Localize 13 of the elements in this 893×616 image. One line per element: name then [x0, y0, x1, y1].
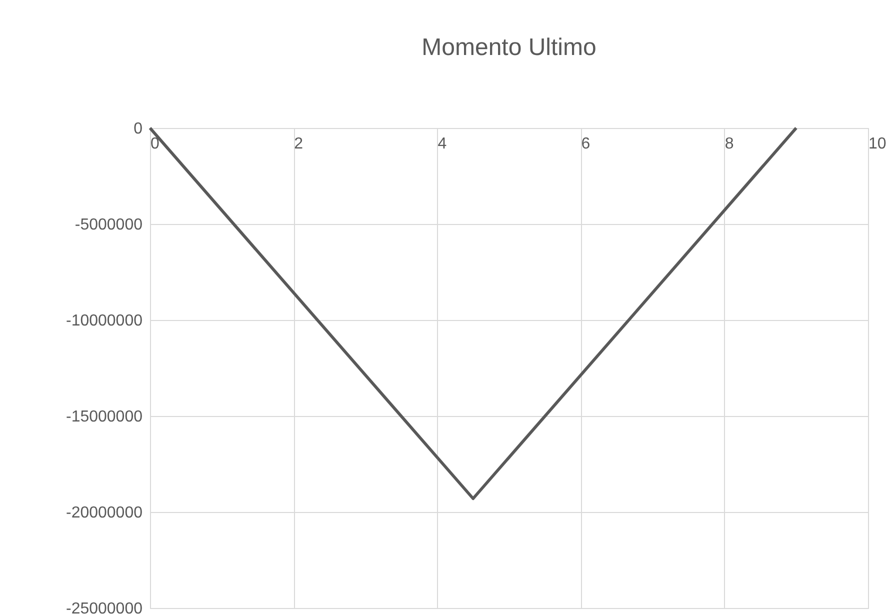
y-tick-label: -10000000	[66, 312, 143, 330]
y-tick-label: -25000000	[66, 600, 143, 616]
y-tick-label: -5000000	[74, 216, 143, 234]
y-tick-label: 0	[134, 120, 143, 138]
x-tick-label: 2	[294, 136, 304, 152]
x-tick-label: 8	[724, 136, 734, 152]
chart-title: Momento Ultimo	[422, 34, 596, 61]
x-tick-label: 6	[581, 136, 590, 152]
x-tick-label: 10	[868, 136, 886, 152]
y-tick-label: -15000000	[66, 408, 143, 426]
y-tick-label: -20000000	[66, 504, 143, 522]
x-tick-label: 0	[150, 136, 160, 152]
x-tick-label: 4	[438, 136, 447, 152]
